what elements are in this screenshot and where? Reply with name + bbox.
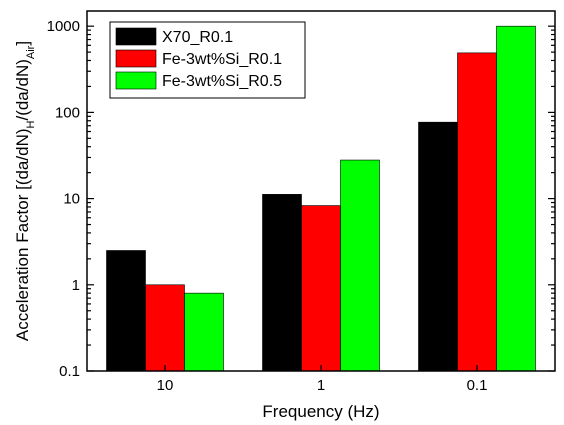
bars-group — [106, 25, 536, 372]
bar-3-2 — [340, 159, 380, 372]
y-axis-title-main: Acceleration Factor [(da/dN) — [13, 128, 32, 341]
bar-1-2 — [262, 194, 302, 372]
legend: X70_R0.1 Fe-3wt%Si_R0.1 Fe-3wt%Si_R0.5 — [109, 21, 306, 99]
bar-2-3 — [457, 52, 497, 372]
x-axis-title: Frequency (Hz) — [262, 402, 379, 421]
y-tick-label: 10 — [63, 191, 80, 208]
x-tick-label: 0.1 — [467, 377, 488, 394]
y-axis-title-mid: /(da/dN) — [13, 59, 32, 120]
bar-1-3 — [418, 121, 458, 372]
y-tick-label: 100 — [55, 104, 80, 121]
y-axis-title-end: ] — [13, 41, 32, 46]
y-axis-title-sub-air: Air — [25, 45, 37, 59]
x-axis-ticks: 10 1 0.1 — [157, 365, 488, 394]
bar-1-1 — [106, 250, 146, 372]
legend-swatch — [115, 27, 157, 46]
legend-label: Fe-3wt%Si_R0.1 — [162, 51, 282, 68]
y-tick-label: 0.1 — [59, 363, 80, 380]
x-tick-label: 10 — [157, 377, 174, 394]
bar-2-2 — [301, 205, 341, 372]
bar-3-1 — [184, 292, 224, 372]
y-axis-title-sub-h: H — [25, 120, 37, 128]
y-axis-ticks: 0.1 1 10 100 1000 — [47, 18, 555, 380]
legend-label: Fe-3wt%Si_R0.5 — [162, 73, 282, 90]
y-axis-title: Acceleration Factor [(da/dN)H/(da/dN)Air… — [13, 41, 37, 341]
x-tick-label: 1 — [317, 377, 325, 394]
legend-swatch — [115, 71, 157, 90]
y-tick-label: 1000 — [47, 18, 80, 35]
bar-3-3 — [496, 25, 536, 372]
bar-2-1 — [145, 284, 185, 372]
y-tick-label: 1 — [72, 277, 80, 294]
legend-label: X70_R0.1 — [162, 29, 233, 46]
legend-swatch — [115, 49, 157, 68]
